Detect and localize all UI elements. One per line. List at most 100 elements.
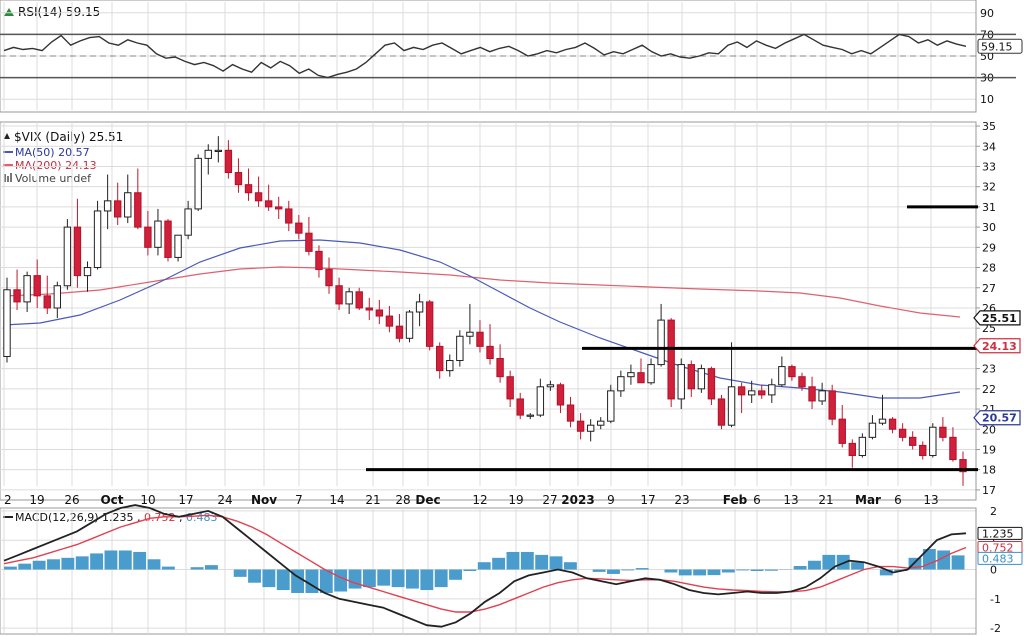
macd-histogram-bar: [520, 551, 534, 570]
candle-up: [184, 208, 192, 236]
volume-legend-swatch-1: [4, 174, 6, 182]
macd-histogram-bar: [721, 569, 735, 573]
candle-up: [878, 418, 887, 424]
candle-up: [727, 386, 736, 426]
price-y-tick-label: 33: [982, 160, 996, 173]
price-y-tick-label: 17: [982, 484, 996, 497]
candle-down: [224, 149, 233, 174]
x-tick-label: 24: [217, 493, 232, 507]
rsi-y-tick-label: 90: [980, 7, 994, 20]
macd-y-tick-label: 0: [990, 564, 997, 577]
x-tick-label: 2023: [561, 493, 594, 507]
candle-up: [868, 422, 877, 438]
vix-legend-icon: [4, 133, 10, 139]
candle-down: [355, 291, 363, 309]
candle-up: [103, 200, 112, 212]
macd-histogram-bar: [951, 555, 965, 570]
price-tag: [973, 310, 1021, 326]
price-tag-label: 24.13: [982, 340, 1017, 353]
price-y-tick-label: 31: [982, 201, 996, 214]
macd-histogram-bar: [449, 569, 462, 580]
macd-histogram-bar: [161, 566, 175, 570]
rsi-last-value-label: 59.15: [981, 40, 1013, 53]
price-tag-label: 20.57: [982, 412, 1017, 425]
macd-histogram-bar: [61, 557, 75, 570]
candle-up: [204, 149, 212, 159]
candle-down: [576, 420, 585, 432]
x-tick-label: 6: [753, 493, 761, 507]
candle-up: [83, 267, 92, 277]
x-tick-label: Mar: [855, 493, 881, 507]
macd-histogram-bar: [32, 560, 46, 570]
candle-up: [154, 220, 162, 248]
candle-down: [285, 208, 293, 224]
candle-up: [446, 360, 454, 372]
macd-y-tick-label: -2: [990, 622, 1001, 635]
candle-down: [838, 418, 846, 444]
candle-down: [43, 295, 51, 309]
x-tick-label: 27: [542, 493, 557, 507]
macd-histogram-bar: [434, 569, 448, 588]
macd-histogram-bar: [118, 550, 132, 570]
candle-down: [113, 200, 122, 218]
x-tick-label: Dec: [415, 493, 440, 507]
x-tick-label: 7: [295, 493, 303, 507]
x-tick-label: 13: [783, 493, 798, 507]
macd-histogram-bar: [879, 569, 893, 576]
vix-legend-text: $VIX (Daily) 25.51: [14, 130, 123, 144]
candle-down: [798, 376, 806, 388]
macd-legend-sep-2: ,: [179, 511, 186, 524]
candle-down: [717, 398, 726, 426]
candle-up: [536, 386, 545, 416]
macd-legend-text: MACD(12,26,9) 1.235 , 0.752 , 0.483: [15, 511, 218, 524]
macd-histogram-bar: [319, 569, 333, 593]
x-tick-label: 6: [894, 493, 902, 507]
x-tick-label: 13: [923, 493, 938, 507]
candle-up: [3, 289, 11, 357]
rsi-last-value-tag: [977, 38, 1023, 54]
ma200-line: [3, 266, 961, 318]
price-y-tick-label: 28: [982, 262, 996, 275]
macd-y-tick-label: -1: [990, 593, 1001, 606]
macd-histogram-bar: [463, 569, 477, 571]
candle-up: [546, 384, 555, 388]
macd-histogram-bar: [808, 560, 821, 570]
candle-down: [305, 232, 313, 252]
macd-histogram-bar: [75, 556, 89, 570]
candle-down: [325, 269, 333, 287]
candle-down: [949, 436, 957, 461]
x-tick-label: 23: [674, 493, 689, 507]
macd-histogram-bar: [377, 569, 391, 586]
candle-down: [425, 301, 434, 347]
candle-up: [214, 149, 223, 152]
macd-histogram-bar: [635, 568, 649, 570]
macd-histogram-bar: [334, 569, 348, 592]
candle-down: [33, 275, 41, 297]
price-y-tick-label: 29: [982, 241, 996, 254]
macd-histogram-bar: [592, 569, 606, 572]
candle-down: [919, 444, 927, 457]
macd-histogram-bar: [420, 569, 434, 591]
macd-legend-sep-1: ,: [137, 511, 144, 524]
candle-down: [939, 426, 947, 438]
macd-histogram-bar: [104, 550, 118, 570]
candle-down: [637, 372, 645, 384]
macd-legend-value: 1.235: [102, 511, 134, 524]
candle-down: [908, 436, 917, 446]
x-tick-label: 12: [472, 493, 487, 507]
candle-up: [345, 291, 353, 305]
macd-value-tag-label: 0.752: [982, 541, 1014, 554]
macd-histogram-bar: [736, 569, 750, 571]
ma200-legend-text: MA(200) 24.13: [15, 159, 97, 172]
candle-up: [93, 210, 102, 269]
candle-up: [747, 390, 756, 396]
candle-up: [466, 331, 474, 337]
candle-down: [385, 315, 394, 327]
macd-histogram-bar: [348, 569, 362, 589]
candle-down: [13, 289, 21, 303]
price-y-tick-label: 27: [982, 282, 996, 295]
candle-up: [697, 368, 706, 390]
candle-down: [667, 319, 675, 400]
candle-up: [929, 426, 937, 457]
macd-histogram-bar: [4, 566, 17, 570]
